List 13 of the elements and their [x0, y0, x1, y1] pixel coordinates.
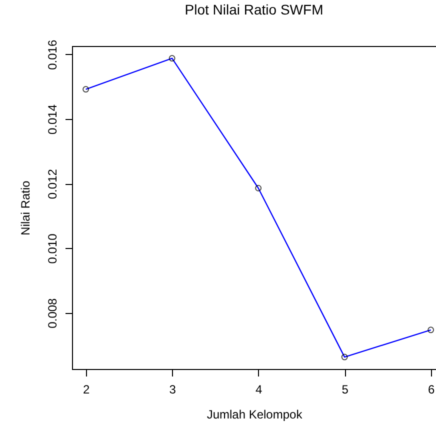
y-tick-label: 0.010 [46, 233, 60, 264]
y-tick-label: 0.012 [46, 168, 60, 200]
y-tick-label: 0.014 [46, 104, 60, 135]
x-tick-label: 6 [428, 382, 435, 396]
y-axis-title: Nilai Ratio [18, 180, 32, 236]
x-tick-label: 2 [82, 382, 90, 396]
x-axis-title: Jumlah Kelompok [206, 408, 304, 422]
chart-title: Plot Nilai Ratio SWFM [184, 1, 324, 18]
x-tick-label: 3 [169, 382, 176, 396]
y-tick-label: 0.016 [46, 40, 60, 70]
x-tick-label: 5 [342, 382, 349, 396]
y-tick-label: 0.008 [46, 298, 60, 328]
x-tick-label: 4 [255, 382, 262, 396]
